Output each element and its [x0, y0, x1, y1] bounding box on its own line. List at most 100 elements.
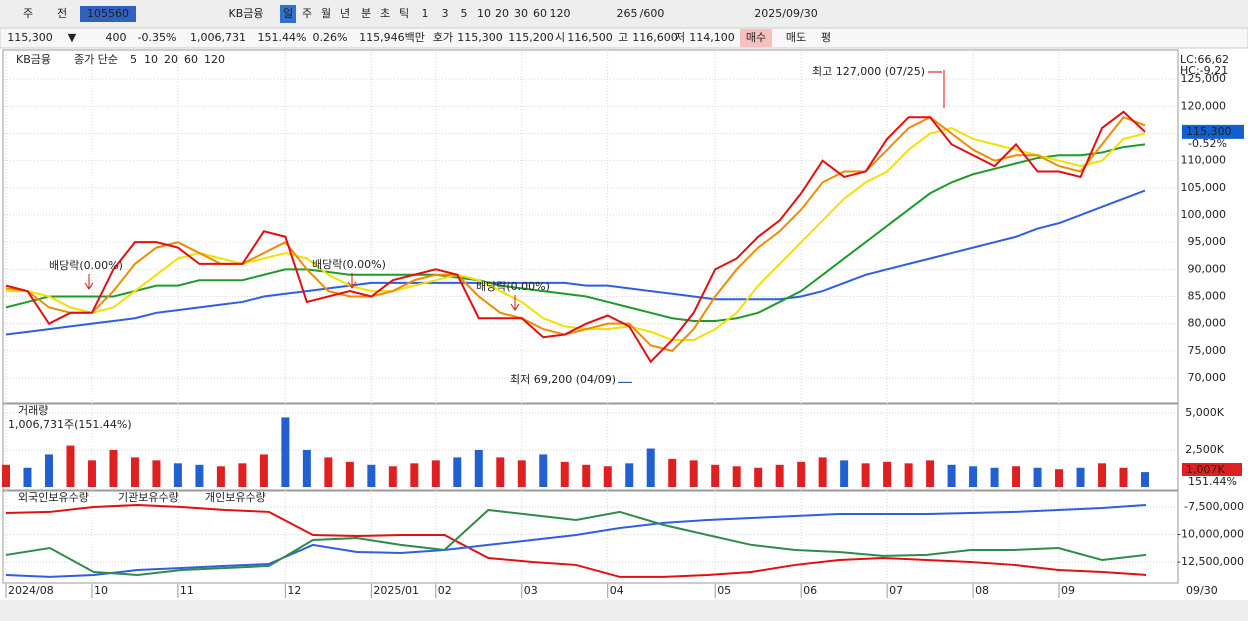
volume-bar — [44, 454, 53, 487]
y-tick-label: 90,000 — [1188, 262, 1227, 275]
info-item[interactable]: 매도 — [786, 31, 806, 44]
y-tick-label: 120,000 — [1181, 99, 1227, 112]
info-item: 고 — [618, 31, 628, 44]
volume-bar — [711, 464, 720, 487]
toolbar-item[interactable]: 2025/09/30 — [754, 7, 817, 20]
toolbar-item[interactable]: 120 — [550, 7, 571, 20]
x-end-label: 09/30 — [1186, 584, 1218, 597]
volume-bar — [1119, 467, 1128, 487]
legend-entry: 20 — [164, 53, 178, 66]
volume-bar — [345, 461, 354, 487]
volume-bar — [689, 460, 698, 487]
dividend-label: 배당락(0.00%) — [49, 259, 123, 272]
toolbar-item[interactable]: 265 — [617, 7, 638, 20]
low-label: 최저 69,200 (04/09) — [510, 373, 616, 386]
volume-bar — [861, 463, 870, 487]
volume-bar — [367, 464, 376, 487]
info-item: 116,600 — [632, 31, 678, 44]
info-item: 시 — [555, 31, 565, 44]
volume-bar — [539, 454, 548, 487]
toolbar-item[interactable]: 틱 — [399, 7, 409, 20]
volume-bar — [173, 463, 182, 487]
volume-bar — [926, 460, 935, 487]
y-tick-label: 85,000 — [1188, 290, 1227, 303]
lc-label: LC:66,62 — [1180, 53, 1229, 66]
dividend-arrow — [84, 274, 94, 290]
vol-last: 1,007K — [1186, 463, 1225, 476]
toolbar-item[interactable]: 년 — [340, 7, 350, 20]
toolbar-item[interactable]: 3 — [442, 7, 449, 20]
toolbar-item[interactable]: 주 — [23, 7, 33, 20]
y-tick-label: 125,000 — [1181, 72, 1227, 85]
toolbar-item[interactable]: 일 — [283, 6, 293, 20]
volume-bar — [281, 417, 290, 487]
info-item: -0.35% — [138, 31, 177, 44]
toolbar-item[interactable]: 월 — [321, 7, 331, 20]
info-item: 115,946백만 — [359, 31, 425, 44]
volume-bar — [947, 464, 956, 487]
x-tick-label: 06 — [803, 584, 817, 597]
series-line — [6, 127, 1146, 341]
panel-subtitle: 1,006,731주(151.44%) — [8, 418, 132, 431]
info-item: 114,100 — [689, 31, 735, 44]
volume-bar — [1098, 463, 1107, 487]
high-label: 최고 127,000 (07/25) — [812, 65, 925, 78]
info-item: 1,006,731 — [190, 31, 246, 44]
info-item: 115,300 — [7, 31, 53, 44]
toolbar-item[interactable]: 105560 — [87, 7, 129, 20]
price-panel — [2, 49, 1179, 404]
volume-bar — [668, 458, 677, 487]
info-item: 저 — [675, 31, 685, 44]
toolbar-item[interactable]: 10 — [477, 7, 491, 20]
toolbar-item[interactable]: KB금융 — [229, 7, 264, 20]
panel-title: KB금융 — [16, 53, 51, 66]
toolbar-item[interactable]: 30 — [514, 7, 528, 20]
toolbar-item[interactable]: 20 — [495, 7, 509, 20]
volume-bar — [797, 461, 806, 487]
info-item: 400 — [106, 31, 127, 44]
last-label: 115,300 — [1186, 125, 1232, 138]
volume-bar — [195, 464, 204, 487]
series-line — [5, 189, 1146, 336]
volume-bar — [560, 461, 569, 487]
toolbar-item[interactable]: 초 — [380, 7, 390, 20]
y-tick-label: -12,500,000 — [1177, 555, 1244, 568]
y-tick-label: 80,000 — [1188, 317, 1227, 330]
info-item: 151.44% — [258, 31, 307, 44]
info-item[interactable]: 평 — [821, 31, 831, 44]
y-tick-label: 105,000 — [1181, 181, 1227, 194]
volume-bar — [1141, 472, 1149, 487]
x-tick-label: 05 — [717, 584, 731, 597]
toolbar-item[interactable]: 1 — [422, 7, 429, 20]
info-item: 116,500 — [567, 31, 613, 44]
x-tick-label: 08 — [975, 584, 989, 597]
series-line — [5, 143, 1146, 322]
toolbar-item[interactable]: /600 — [640, 7, 665, 20]
code-input[interactable] — [80, 6, 136, 22]
y-tick-label: -10,000,000 — [1177, 527, 1244, 540]
info-item[interactable]: 매수 — [746, 31, 766, 44]
toolbar-item[interactable]: 주 — [302, 7, 312, 20]
vol-last-box — [1182, 463, 1242, 476]
x-tick-label: 03 — [524, 584, 538, 597]
dividend-label: 배당락(0.00%) — [476, 280, 550, 293]
period-active[interactable] — [280, 5, 296, 23]
volume-bar — [302, 450, 311, 487]
buy-button[interactable] — [740, 29, 772, 47]
volume-bar — [732, 466, 741, 487]
volume-bar — [431, 460, 440, 487]
volume-bar — [109, 450, 118, 487]
y-tick-label: -7,500,000 — [1184, 500, 1244, 513]
volume-bar — [410, 463, 419, 487]
y-tick-label: 5,000K — [1185, 406, 1224, 419]
volume-bar — [818, 457, 827, 487]
toolbar-item[interactable]: 60 — [533, 7, 547, 20]
volume-bar — [883, 461, 892, 487]
legend-prefix: 종가 단순 — [74, 53, 118, 66]
toolbar-item[interactable]: 5 — [461, 7, 468, 20]
volume-bar — [496, 457, 505, 487]
toolbar-item[interactable]: 분 — [361, 7, 371, 20]
toolbar-item[interactable]: 전 — [57, 7, 67, 20]
volume-bar — [1012, 466, 1021, 487]
